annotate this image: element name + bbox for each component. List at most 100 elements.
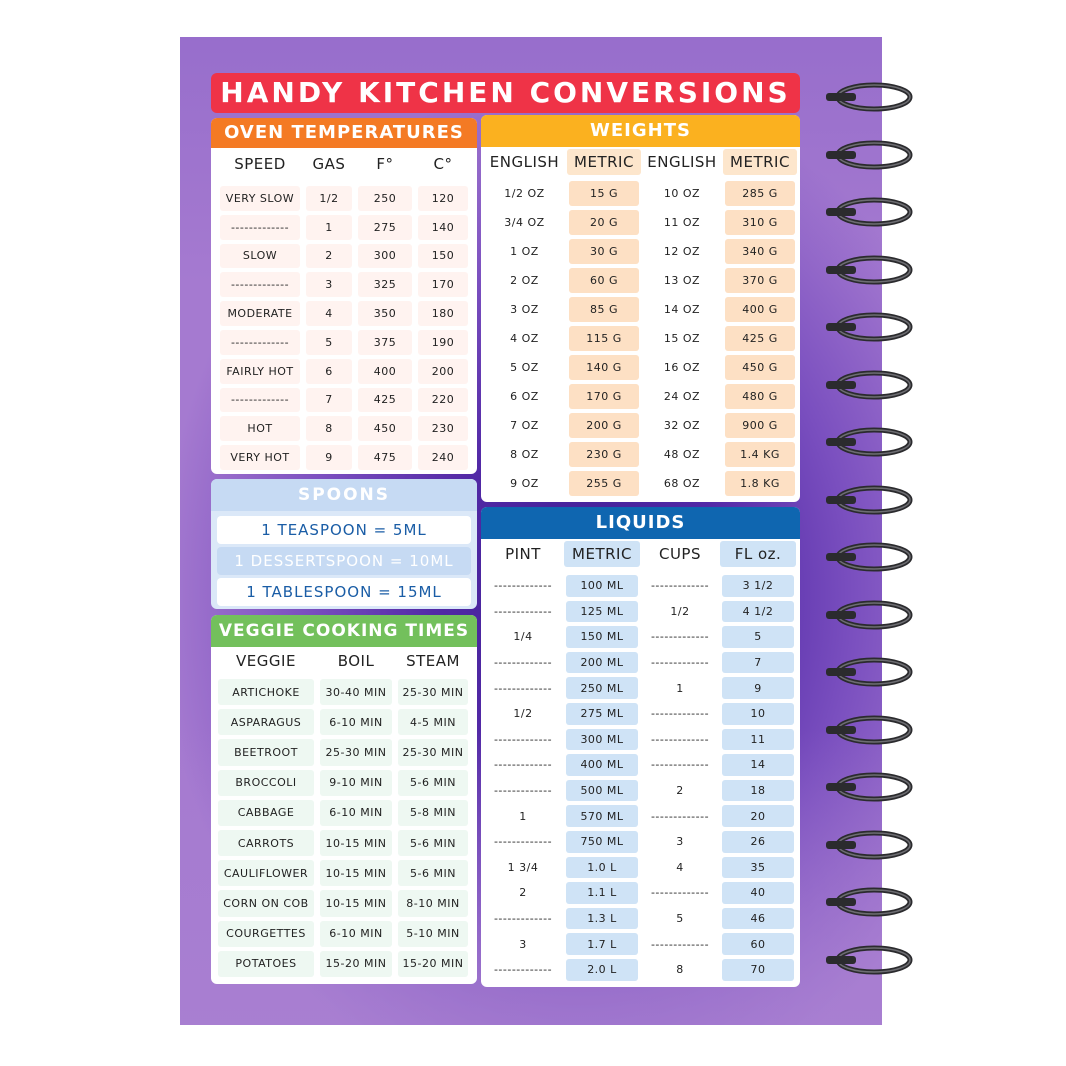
table-cell: 24 OZ (645, 384, 719, 409)
table-cell: 370 G (725, 268, 795, 293)
table-cell: 1/2 OZ (486, 181, 563, 206)
table-cell: 250 (358, 186, 412, 211)
table-cell: BEETROOT (218, 739, 314, 766)
table-cell: 1.4 KG (725, 442, 795, 467)
column-header: FL oz. (720, 541, 796, 567)
ring-icon (826, 370, 913, 399)
table-cell: 1/4 (486, 626, 560, 648)
spiral-ring (826, 138, 916, 172)
ring-icon (826, 542, 913, 572)
ring-icon (826, 772, 913, 802)
table-cell: 240 (418, 445, 468, 470)
table-cell: 115 G (569, 326, 639, 351)
table-cell: VERY HOT (220, 445, 300, 470)
table-cell: FAIRLY HOT (220, 358, 300, 384)
ring-icon (826, 312, 913, 342)
table-cell: 6 OZ (486, 384, 563, 409)
table-cell: ------------- (644, 626, 716, 648)
ring-icon (826, 887, 913, 917)
table-cell: 275 ML (566, 702, 638, 725)
table-cell: 4-5 MIN (398, 709, 468, 736)
table-cell: 4 (306, 301, 352, 326)
spiral-ring (826, 655, 916, 689)
table-cell: 8 (644, 958, 716, 981)
table-cell: 6-10 MIN (320, 709, 392, 736)
table-cell: 8-10 MIN (398, 890, 468, 917)
spiral-ring (826, 828, 916, 862)
table-cell: CORN ON COB (218, 890, 314, 917)
table-cell: 2 (306, 243, 352, 269)
table-cell: 46 (722, 907, 794, 930)
table-cell: 230 G (569, 442, 639, 467)
table-cell: 32 OZ (645, 413, 719, 438)
spiral-ring (826, 310, 916, 344)
table-cell: 4 OZ (486, 326, 563, 351)
table-cell: 8 OZ (486, 442, 563, 467)
ring-icon (826, 255, 913, 284)
spiral-ring (826, 425, 916, 459)
table-cell: HOT (220, 416, 300, 442)
table-cell: 7 (722, 651, 794, 674)
table-cell: ------------- (486, 600, 560, 623)
table-cell: 1/2 (486, 702, 560, 725)
table-cell: 475 (358, 445, 412, 470)
table-cell: 140 G (569, 355, 639, 380)
table-cell: ------------- (644, 575, 716, 597)
column-header: METRIC (567, 149, 641, 175)
table-cell: 26 (722, 830, 794, 853)
table-cell: 70 (722, 958, 794, 981)
table-cell: 6-10 MIN (320, 799, 392, 826)
column-header: ENGLISH (489, 153, 560, 171)
table-cell: 25-30 MIN (398, 679, 468, 706)
table-cell: 68 OZ (645, 471, 719, 496)
table-cell: 16 OZ (645, 355, 719, 380)
table-cell: 25-30 MIN (398, 739, 468, 766)
table-cell: 350 (358, 301, 412, 326)
table-cell: CABBAGE (218, 799, 314, 826)
table-cell: ------------- (486, 754, 560, 776)
table-cell: 13 OZ (645, 268, 719, 293)
ring-icon (826, 830, 913, 859)
table-cell: 5 (306, 329, 352, 355)
table-cell: 125 ML (566, 600, 638, 623)
column-header: STEAM (406, 652, 460, 670)
table-cell: 5 (722, 626, 794, 648)
column-header: METRIC (564, 541, 640, 567)
column-header: PINT (505, 545, 541, 563)
table-cell: 20 G (569, 210, 639, 235)
table-cell: 2 (486, 882, 560, 904)
table-cell: 3 1/2 (722, 575, 794, 597)
table-cell: 14 (722, 754, 794, 776)
table-cell: 3 (306, 272, 352, 298)
table-cell: 9 (306, 445, 352, 470)
spiral-ring (826, 483, 916, 517)
table-cell: ------------- (486, 728, 560, 751)
table-cell: ------------- (486, 651, 560, 674)
table-cell: 310 G (725, 210, 795, 235)
oven-temperatures-title: OVEN TEMPERATURES (211, 118, 477, 148)
table-cell: ------------- (486, 958, 560, 981)
liquids-header-row: PINT METRIC CUPS FL oz. (481, 539, 800, 569)
table-cell: 300 (358, 243, 412, 269)
table-cell: 1.0 L (566, 856, 638, 879)
liquids-panel: LIQUIDS PINT METRIC CUPS FL oz. -----------… (481, 507, 800, 987)
table-cell: 25-30 MIN (320, 739, 392, 766)
column-header: BOIL (337, 652, 375, 670)
column-header: GAS (312, 155, 346, 173)
weights-header-row: ENGLISH METRIC ENGLISH METRIC (481, 147, 800, 177)
table-cell: 60 G (569, 268, 639, 293)
table-cell: 3 OZ (486, 297, 563, 322)
table-cell: ------------- (220, 272, 300, 298)
table-cell: 15-20 MIN (320, 950, 392, 977)
spiral-ring (826, 885, 916, 919)
table-cell: 250 ML (566, 677, 638, 699)
ring-icon (826, 427, 913, 457)
column-header: C° (433, 155, 453, 173)
column-header: CUPS (658, 545, 702, 563)
column-header: METRIC (723, 149, 797, 175)
table-cell: 100 ML (566, 575, 638, 597)
table-cell: 1.7 L (566, 933, 638, 955)
table-cell: 425 (358, 387, 412, 413)
table-cell: 120 (418, 186, 468, 211)
table-cell: 2.0 L (566, 958, 638, 981)
